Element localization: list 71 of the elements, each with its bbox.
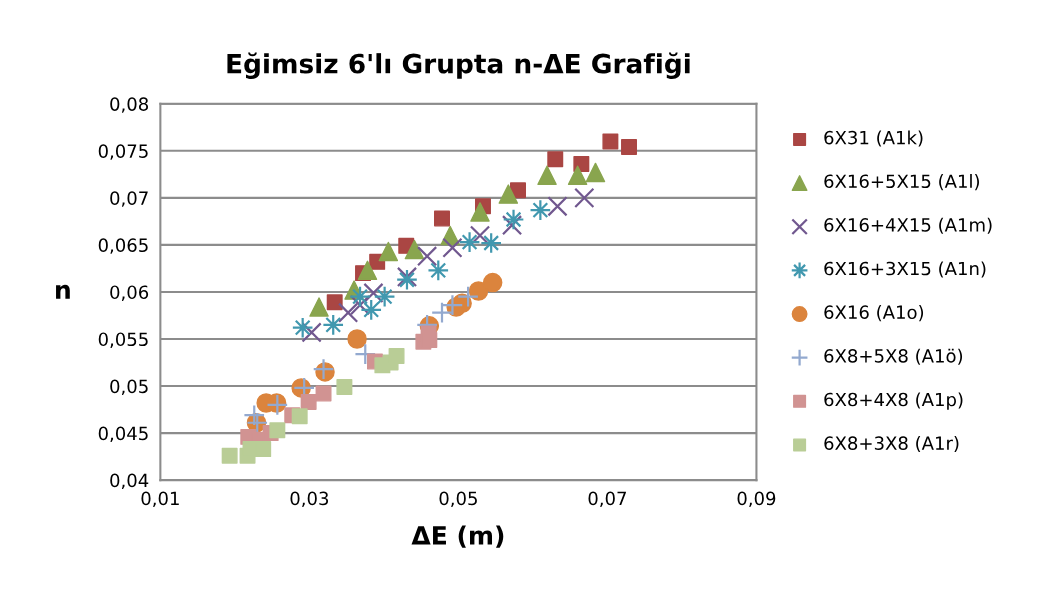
y-tick-label: 0,045 — [98, 426, 148, 443]
point — [360, 298, 383, 321]
legend-label: 6X16 (A1o) — [824, 305, 924, 322]
y-tick-label: 0,065 — [98, 238, 148, 254]
point — [470, 202, 490, 222]
point — [458, 231, 481, 254]
x-tick-label: 0,05 — [439, 491, 477, 508]
y-axis-title: n — [56, 284, 70, 299]
point — [567, 165, 588, 186]
point — [498, 184, 519, 204]
point — [301, 322, 322, 343]
legend-label: 6X8+4X8 (A1p) — [824, 392, 963, 410]
point — [573, 156, 590, 172]
x-tick-label: 0,07 — [588, 491, 626, 508]
legend-label: 6X16+4X15 (A1m) — [824, 217, 992, 234]
point — [469, 225, 491, 246]
point — [602, 133, 619, 150]
legend-label: 6X8+5X8 (A1ö) — [824, 348, 963, 365]
y-tick-label: 0,06 — [110, 285, 149, 301]
point — [388, 347, 405, 364]
x-axis-title: ΔE (m) — [411, 525, 504, 548]
point — [315, 385, 332, 402]
x-tick-label: 0,09 — [737, 491, 776, 508]
y-tick-label: 0,07 — [110, 191, 148, 207]
point — [349, 294, 371, 316]
point — [585, 162, 606, 183]
legend-label: 6X16+5X15 (A1l) — [824, 174, 979, 191]
point — [347, 329, 367, 349]
point — [482, 272, 503, 293]
y-tick-label: 0,08 — [110, 97, 149, 113]
point — [354, 343, 377, 365]
point — [434, 210, 450, 227]
legend-label: 6X8+3X8 (A1r) — [824, 436, 959, 453]
point — [373, 285, 396, 308]
point — [243, 404, 266, 427]
x-tick-label: 0,03 — [290, 491, 329, 508]
point — [529, 199, 552, 222]
point — [416, 246, 438, 267]
point — [326, 294, 343, 311]
point — [574, 187, 595, 209]
x-tick-label: 0,01 — [141, 491, 179, 508]
legend-label: 6X31 (A1k) — [824, 130, 923, 147]
point — [621, 139, 638, 156]
point — [322, 313, 345, 336]
chart-title: Eğimsiz 6'lı Grupta n-ΔE Grafiği — [227, 52, 690, 79]
point — [291, 316, 314, 339]
point — [404, 239, 425, 260]
point — [300, 394, 317, 411]
point — [457, 285, 480, 308]
point — [537, 165, 557, 186]
point — [363, 282, 384, 304]
point — [502, 208, 525, 231]
point — [357, 260, 378, 281]
point — [269, 422, 286, 439]
point — [221, 447, 238, 464]
point — [480, 232, 503, 254]
point — [442, 237, 463, 258]
point — [309, 297, 329, 317]
y-tick-label: 0,055 — [98, 332, 148, 348]
point — [336, 379, 353, 395]
y-tick-label: 0,075 — [98, 144, 148, 160]
point — [349, 285, 371, 308]
point — [547, 196, 568, 217]
y-tick-label: 0,04 — [110, 473, 149, 490]
point — [291, 408, 308, 425]
legend-label: 6X16+3X15 (A1n) — [824, 261, 986, 278]
y-tick-label: 0,05 — [110, 379, 148, 396]
point — [427, 259, 450, 282]
point — [378, 241, 399, 262]
point — [547, 151, 564, 168]
point — [337, 302, 359, 323]
